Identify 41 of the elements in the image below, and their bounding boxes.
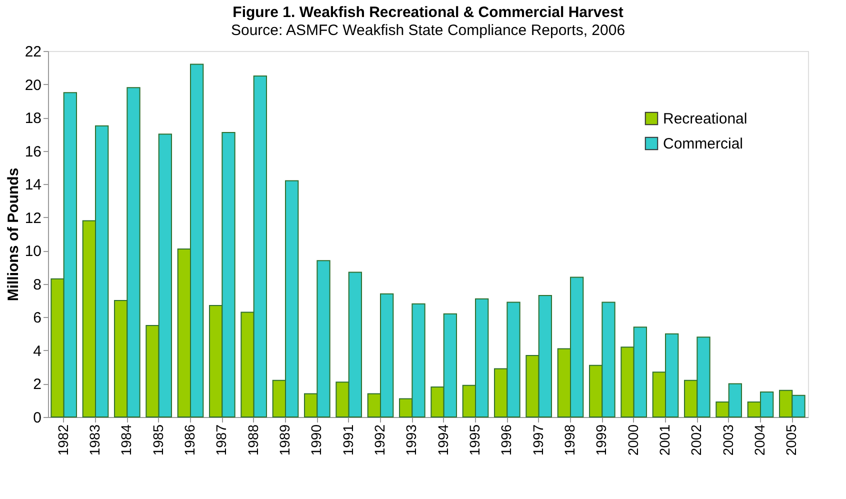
chart-title: Figure 1. Weakfish Recreational & Commercial Harvest xyxy=(232,4,624,21)
y-tick-label: 10 xyxy=(24,243,42,260)
y-tick-label: 12 xyxy=(24,210,42,227)
x-tick-label: 1983 xyxy=(86,424,102,456)
x-tick-label: 1986 xyxy=(182,424,198,456)
chart-subtitle: Source: ASMFC Weakfish State Compliance Reports, 2006 xyxy=(230,22,626,39)
x-tick-label: 1988 xyxy=(244,424,261,456)
x-tick-label: 1985 xyxy=(150,424,166,456)
x-tick-label: 1991 xyxy=(340,424,356,456)
legend-label: Recreational xyxy=(663,110,748,128)
x-tick-label: 2000 xyxy=(624,424,641,456)
y-tick-label: 20 xyxy=(24,76,42,94)
y-tick-label: 4 xyxy=(33,342,42,360)
y-tick-label: 18 xyxy=(24,110,42,128)
x-tick-label: 1993 xyxy=(403,424,420,456)
y-tick-label: 8 xyxy=(33,276,42,294)
x-tick-label: 1984 xyxy=(118,424,134,456)
x-tick-label: 1990 xyxy=(308,424,324,456)
x-tick-label: 1996 xyxy=(498,424,514,456)
x-tick-label: 2002 xyxy=(688,424,704,456)
y-tick-label: 16 xyxy=(24,143,42,160)
x-tick-label: 1998 xyxy=(562,424,578,456)
x-tick-label: 2003 xyxy=(720,424,736,456)
y-axis-title: Millions of Pounds xyxy=(4,168,22,302)
x-tick-label: 2005 xyxy=(783,424,800,456)
legend-label: Commercial xyxy=(663,136,744,152)
y-tick-label: 2 xyxy=(33,376,42,394)
x-tick-label: 1989 xyxy=(276,424,292,456)
x-tick-label: 2001 xyxy=(656,424,672,456)
x-tick-label: 2004 xyxy=(752,424,768,456)
y-tick-label: 0 xyxy=(33,410,42,426)
x-tick-label: 1992 xyxy=(372,424,388,456)
x-tick-label: 1987 xyxy=(213,424,230,456)
x-tick-label: 1997 xyxy=(530,424,546,456)
x-tick-label: 1999 xyxy=(593,424,610,456)
x-tick-label: 1995 xyxy=(466,424,482,456)
x-tick-label: 1982 xyxy=(54,424,71,456)
x-tick-label: 1994 xyxy=(434,424,451,456)
y-tick-label: 14 xyxy=(24,176,42,194)
y-tick-label: 22 xyxy=(24,44,42,60)
y-tick-label: 6 xyxy=(33,310,42,327)
